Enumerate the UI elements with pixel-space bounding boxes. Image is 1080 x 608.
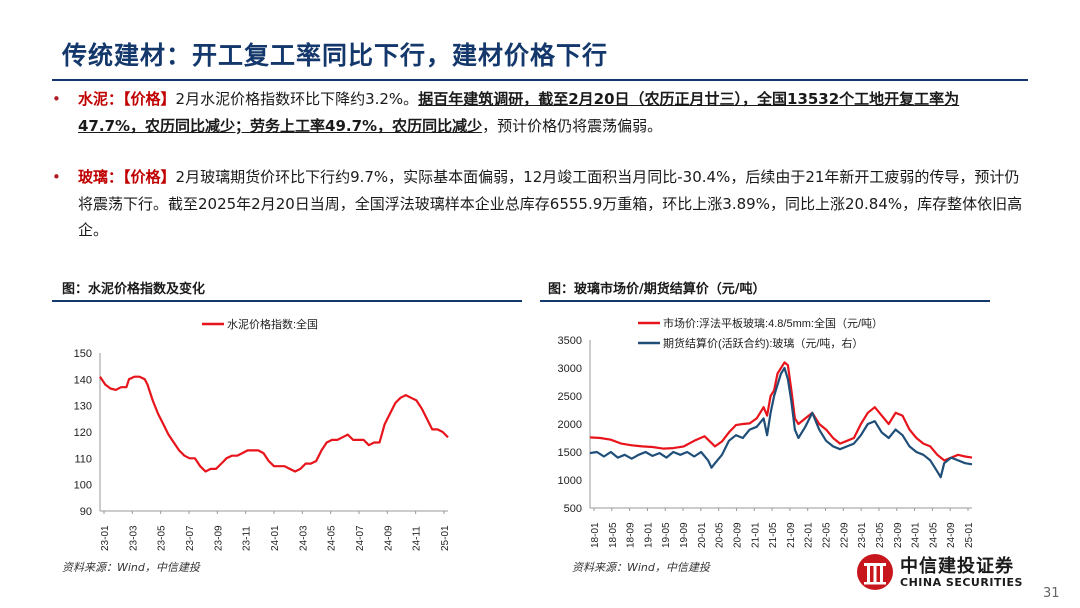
- bullet-emphasis: 据百年建筑调研，截至2月20日（农历正月廿三），全国13532个工地开复工率为4…: [78, 90, 960, 135]
- x-tick-label: 24-05: [327, 525, 338, 551]
- page-number: 31: [1043, 586, 1060, 601]
- x-tick-label: 18-01: [590, 522, 601, 548]
- x-tick-label: 24-03: [298, 525, 309, 551]
- x-tick-label: 20-01: [697, 522, 708, 548]
- y-tick-label: 2500: [558, 391, 582, 403]
- slide-title: 传统建材：开工复工率同比下行，建材价格下行: [62, 41, 609, 70]
- series-line: [589, 361, 973, 462]
- x-tick-label: 23-07: [185, 525, 196, 551]
- left-source-note: 资料来源：Wind，中信建投: [62, 561, 200, 574]
- legend-label: 市场价:浮法平板玻璃:4.8/5mm:全国（元/吨）: [663, 316, 883, 330]
- x-tick-label: 18-09: [626, 522, 637, 548]
- bullet-text: 2月玻璃期货价环比下行约9.7%，实际基本面偏弱，12月竣工面积当月同比-30.…: [78, 168, 1023, 239]
- x-tick-label: 22-01: [804, 522, 815, 548]
- y-tick-label: 130: [74, 401, 92, 413]
- x-tick-label: 22-05: [822, 522, 833, 548]
- x-tick-label: 24-01: [270, 525, 281, 551]
- y-tick-label: 90: [80, 506, 92, 518]
- bullet-text: 2月水泥价格指数环比下降约3.2%。: [175, 90, 419, 108]
- x-tick-label: 23-09: [213, 525, 224, 551]
- x-tick-label: 23-05: [157, 525, 168, 551]
- x-tick-label: 23-03: [128, 525, 139, 551]
- y-tick-label: 140: [74, 374, 92, 386]
- bullet-glass: • 玻璃：【价格】2月玻璃期货价环比下行约9.7%，实际基本面偏弱，12月竣工面…: [52, 164, 1024, 244]
- x-tick-label: 19-09: [679, 522, 690, 548]
- title-divider: [52, 79, 1028, 81]
- x-tick-label: 23-01: [857, 522, 868, 548]
- y-tick-label: 1000: [558, 475, 582, 487]
- x-tick-label: 20-05: [715, 522, 726, 548]
- y-tick-label: 1500: [558, 447, 582, 459]
- y-tick-label: 3000: [558, 363, 582, 375]
- x-tick-label: 23-01: [100, 525, 111, 551]
- y-tick-label: 500: [564, 503, 582, 515]
- cement-price-chart: 90 100 110 120 130 140 150 23-01 23-03 23-05 23-07…: [74, 317, 451, 551]
- right-figure-caption: 图：玻璃市场价/期货结算价（元/吨）: [548, 282, 766, 297]
- x-tick-label: 24-11: [412, 526, 423, 551]
- x-tick-label: 23-09: [893, 522, 904, 548]
- bullet-glass-text: 玻璃：【价格】2月玻璃期货价环比下行约9.7%，实际基本面偏弱，12月竣工面积当…: [78, 164, 1024, 244]
- y-tick-label: 120: [74, 427, 92, 439]
- bullet-label: 水泥：: [78, 90, 124, 108]
- series-line: [99, 375, 449, 473]
- x-tick-label: 21-01: [750, 522, 761, 548]
- x-tick-label: 24-09: [383, 525, 394, 551]
- bullet-dot-icon: •: [52, 168, 61, 186]
- x-tick-label: 21-05: [768, 522, 779, 548]
- bullet-text-tail: ，预计价格仍将震荡偏弱。: [482, 116, 663, 135]
- bullet-tag: 【价格】: [123, 90, 176, 108]
- x-tick-label: 25-01: [964, 522, 975, 548]
- bullet-cement: • 水泥：【价格】2月水泥价格指数环比下降约3.2%。据百年建筑调研，截至2月2…: [52, 86, 1024, 139]
- y-tick-label: 100: [74, 480, 92, 492]
- china-securities-logo: 中信建投证券 CHINA SECURITIES: [856, 552, 1030, 594]
- bullet-cement-text: 水泥：【价格】2月水泥价格指数环比下降约3.2%。据百年建筑调研，截至2月20日…: [78, 86, 1024, 139]
- y-tick-label: 150: [74, 348, 92, 360]
- x-tick-label: 24-05: [928, 522, 939, 548]
- series-line: [589, 366, 973, 479]
- logo-emblem-icon: [857, 554, 893, 590]
- x-tick-label: 24-01: [911, 522, 922, 548]
- x-tick-label: 19-01: [643, 522, 654, 548]
- logo-name-en: CHINA SECURITIES: [900, 576, 1023, 589]
- y-tick-label: 110: [74, 453, 92, 465]
- legend-label: 水泥价格指数:全国: [227, 317, 318, 331]
- bullet-dot-icon: •: [52, 90, 61, 108]
- glass-price-chart: 500 1000 1500 2000 2500 3000 3500 18-01 18-05 18-…: [558, 316, 975, 548]
- right-source-note: 资料来源：Wind，中信建投: [572, 561, 710, 574]
- x-tick-label: 21-09: [786, 522, 797, 548]
- x-tick-label: 23-11: [242, 526, 253, 551]
- x-tick-label: 24-09: [946, 522, 957, 548]
- bullet-label: 玻璃：: [78, 168, 124, 186]
- x-tick-label: 19-05: [661, 522, 672, 548]
- x-tick-label: 24-07: [355, 525, 366, 551]
- left-figure-divider: [52, 300, 522, 302]
- y-tick-label: 2000: [558, 419, 582, 431]
- legend-label: 期货结算价(活跃合约):玻璃（元/吨，右）: [663, 336, 863, 350]
- y-tick-label: 3500: [558, 335, 582, 347]
- x-tick-label: 25-01: [440, 525, 451, 551]
- x-tick-label: 20-09: [732, 522, 743, 548]
- left-figure-caption: 图：水泥价格指数及变化: [62, 282, 206, 297]
- bullet-tag: 【价格】: [123, 168, 176, 186]
- x-tick-label: 22-09: [839, 522, 850, 548]
- right-figure-divider: [540, 300, 990, 302]
- logo-name-cn: 中信建投证券: [900, 556, 1014, 577]
- x-tick-label: 23-05: [875, 522, 886, 548]
- x-tick-label: 18-05: [608, 522, 619, 548]
